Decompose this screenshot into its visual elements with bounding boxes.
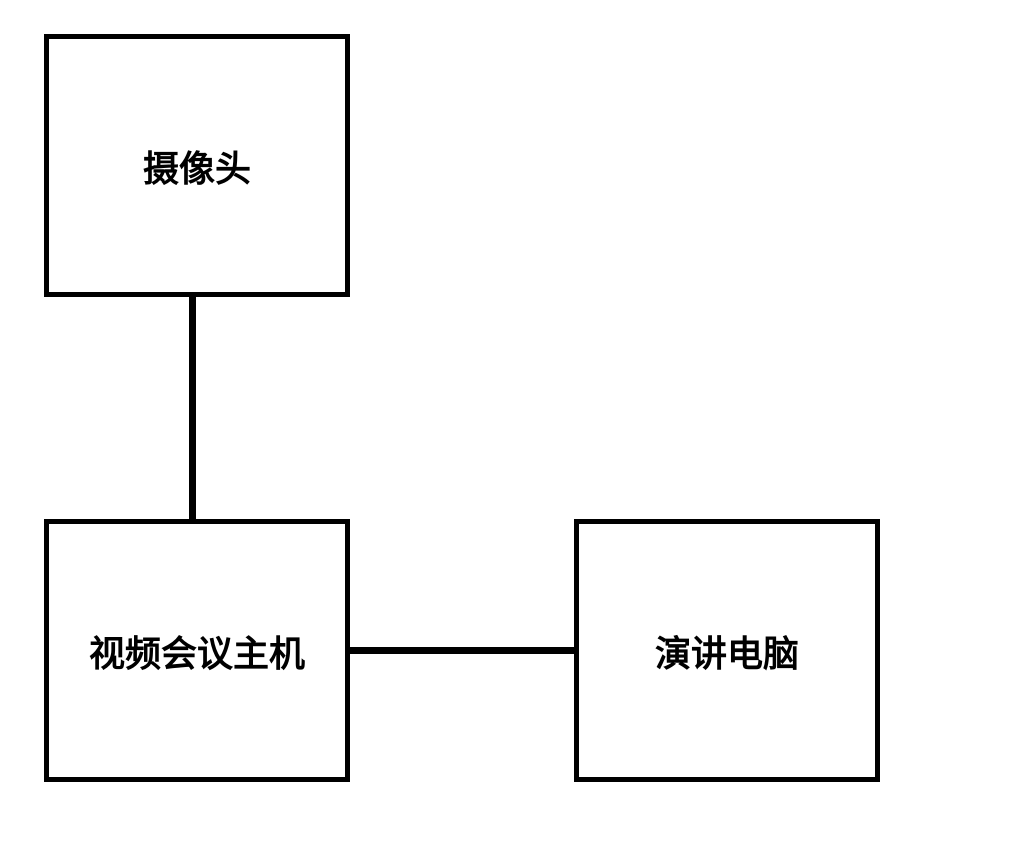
edge-camera-to-host xyxy=(189,297,196,519)
node-camera-label: 摄像头 xyxy=(143,140,251,192)
node-host-label: 视频会议主机 xyxy=(89,625,305,677)
node-speaker-pc: 演讲电脑 xyxy=(574,519,880,782)
diagram-container: 摄像头 视频会议主机 演讲电脑 xyxy=(0,0,1018,845)
node-speaker-pc-label: 演讲电脑 xyxy=(655,625,799,677)
node-camera: 摄像头 xyxy=(44,34,350,297)
edge-host-to-speaker xyxy=(350,647,574,654)
node-host: 视频会议主机 xyxy=(44,519,350,782)
